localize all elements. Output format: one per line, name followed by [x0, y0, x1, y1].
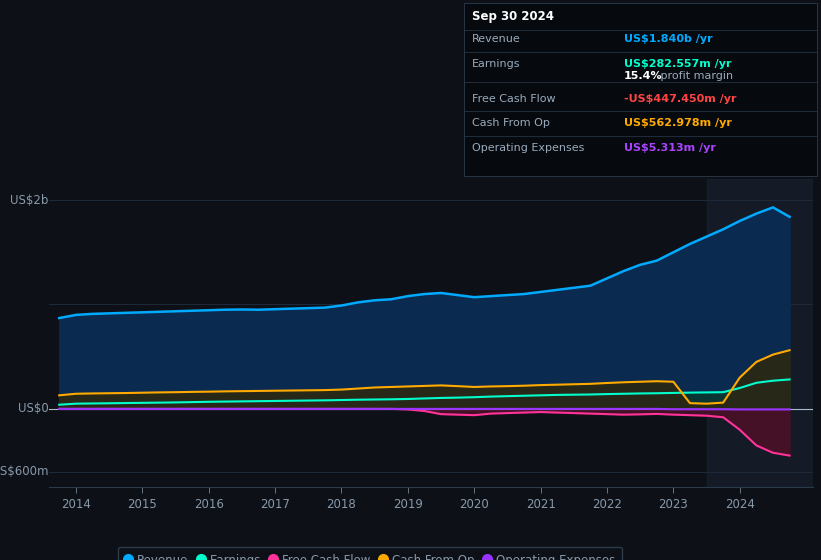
Text: Sep 30 2024: Sep 30 2024: [472, 10, 554, 22]
Legend: Revenue, Earnings, Free Cash Flow, Cash From Op, Operating Expenses: Revenue, Earnings, Free Cash Flow, Cash …: [118, 547, 621, 560]
Text: US$2b: US$2b: [10, 194, 48, 207]
Text: Free Cash Flow: Free Cash Flow: [472, 94, 556, 104]
Text: US$1.840b /yr: US$1.840b /yr: [624, 34, 713, 44]
Text: profit margin: profit margin: [657, 71, 733, 81]
Text: Operating Expenses: Operating Expenses: [472, 143, 585, 153]
Bar: [707, 179, 813, 487]
Text: 15.4%: 15.4%: [624, 71, 663, 81]
Text: -US$600m: -US$600m: [0, 465, 48, 478]
Text: US$0: US$0: [18, 403, 48, 416]
Text: Cash From Op: Cash From Op: [472, 118, 550, 128]
Text: US$282.557m /yr: US$282.557m /yr: [624, 59, 732, 69]
Text: Revenue: Revenue: [472, 34, 521, 44]
Text: US$562.978m /yr: US$562.978m /yr: [624, 118, 732, 128]
Text: US$5.313m /yr: US$5.313m /yr: [624, 143, 716, 153]
Text: -US$447.450m /yr: -US$447.450m /yr: [624, 94, 736, 104]
Text: Earnings: Earnings: [472, 59, 521, 69]
